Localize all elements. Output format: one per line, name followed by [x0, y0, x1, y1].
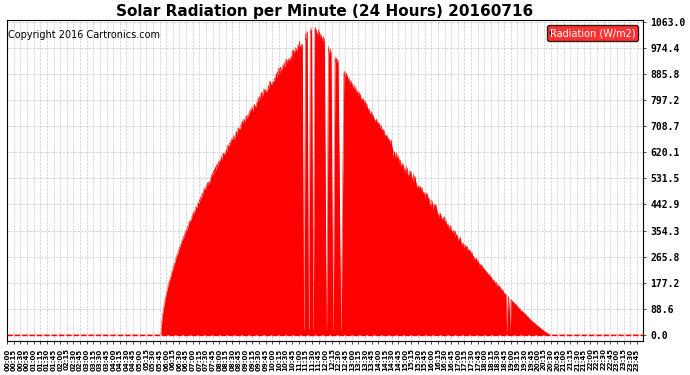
Text: Copyright 2016 Cartronics.com: Copyright 2016 Cartronics.com [8, 30, 160, 40]
Title: Solar Radiation per Minute (24 Hours) 20160716: Solar Radiation per Minute (24 Hours) 20… [117, 4, 533, 19]
Legend: Radiation (W/m2): Radiation (W/m2) [546, 25, 638, 41]
